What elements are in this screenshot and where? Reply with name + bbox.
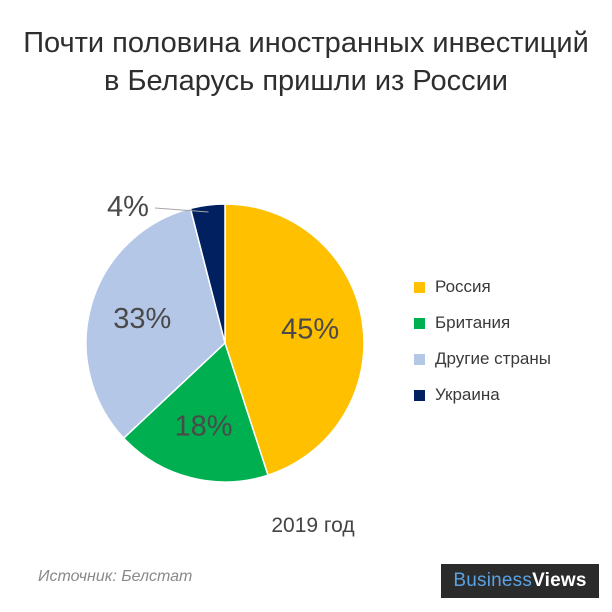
- legend-label: Другие страны: [435, 349, 551, 368]
- pie-slice-3: [189, 203, 226, 344]
- legend-item-3: Украина: [414, 385, 551, 404]
- data-label-2: 33%: [113, 303, 171, 335]
- brand-logo-part-1: Business: [453, 570, 533, 591]
- chart-title-line-1: Почти половина иностранных инвестиций: [23, 27, 589, 59]
- pie-slice-0: [224, 203, 365, 477]
- pie-slice-2: [85, 207, 226, 440]
- legend-item-0: Россия: [414, 277, 551, 296]
- data-label-leader-line: [154, 207, 209, 213]
- chart-title: Почти половина иностранных инвестиций в …: [0, 24, 612, 100]
- pie-slice-1: [122, 341, 269, 483]
- legend-label: Украина: [435, 385, 500, 404]
- legend-swatch: [414, 389, 425, 401]
- data-label-3: 4%: [107, 191, 149, 223]
- chart-title-line-2: в Беларусь пришли из России: [104, 65, 508, 97]
- year-label: 2019 год: [271, 514, 355, 537]
- chart-legend: Россия Британия Другие страны Украина: [414, 277, 551, 422]
- legend-swatch: [414, 353, 425, 365]
- data-label-1: 18%: [175, 410, 233, 442]
- legend-item-1: Британия: [414, 313, 551, 332]
- legend-item-2: Другие страны: [414, 349, 551, 368]
- data-label-0: 45%: [281, 314, 339, 346]
- legend-swatch: [414, 317, 425, 329]
- brand-logo: Business Views: [441, 564, 599, 598]
- legend-swatch: [414, 281, 425, 293]
- brand-logo-part-2: Views: [532, 570, 587, 591]
- legend-label: Британия: [435, 313, 511, 332]
- legend-label: Россия: [435, 277, 491, 296]
- source-note: Источник: Белстат: [38, 568, 193, 585]
